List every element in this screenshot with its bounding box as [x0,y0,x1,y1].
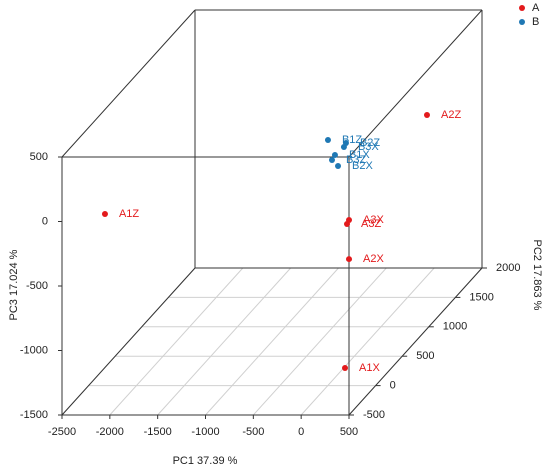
point [346,256,353,263]
point [335,162,342,169]
box-edge [348,267,483,416]
grid-line [300,267,435,416]
y-tick-label: 1500 [469,291,493,303]
grid-line [157,267,292,416]
legend-label: A [532,2,540,14]
point [342,139,349,146]
x-tick-label: 500 [340,426,358,438]
point-label: B1X [349,149,370,161]
point [344,220,351,227]
point-label: B3Z [346,154,366,166]
point [423,111,430,118]
grid-line [109,267,244,416]
point-label: A2X [363,253,384,265]
legend-marker [519,19,525,25]
point-label: A3Z [361,218,381,230]
z-tick-label: -1000 [20,344,48,356]
z-tick-label: -1500 [20,409,48,421]
y-tick-label: 2000 [496,262,520,274]
point [101,211,108,218]
z-tick-label: -500 [26,280,48,292]
y-tick-label: 1000 [443,321,467,333]
box-edge [61,9,196,158]
x-tick-label: -1000 [191,426,219,438]
y-axis-title: PC2 17.863 % [531,240,543,311]
z-axis-title: PC3 17.024 % [8,249,20,320]
z-tick-label: 500 [30,151,48,163]
point-label: A3X [363,214,384,226]
x-tick-label: -1500 [144,426,172,438]
x-tick-label: -2000 [96,426,124,438]
y-tick-label: 500 [416,350,434,362]
grid-line [205,267,339,416]
point-label: B3X [358,141,379,153]
y-tick-label: -500 [363,409,385,421]
x-tick-label: -500 [242,426,264,438]
grid-line [252,267,387,416]
point [324,137,331,144]
point-label: B2Z [360,137,380,149]
point-label: A1Z [119,208,139,220]
legend-label: B [532,16,539,28]
x-tick-label: -2500 [48,426,76,438]
z-tick-label: 0 [42,215,48,227]
point-label: B2X [352,160,373,172]
box-edge [348,9,483,158]
legend-marker [519,5,525,11]
y-tick-label: 0 [390,380,396,392]
point [328,157,335,164]
point-label: A1X [359,362,380,374]
point [342,365,349,372]
point-label: A2Z [441,109,461,121]
x-tick-label: 0 [298,426,304,438]
box-edge [61,267,196,416]
point [331,151,338,158]
x-axis-title: PC1 37.39 % [173,455,238,467]
